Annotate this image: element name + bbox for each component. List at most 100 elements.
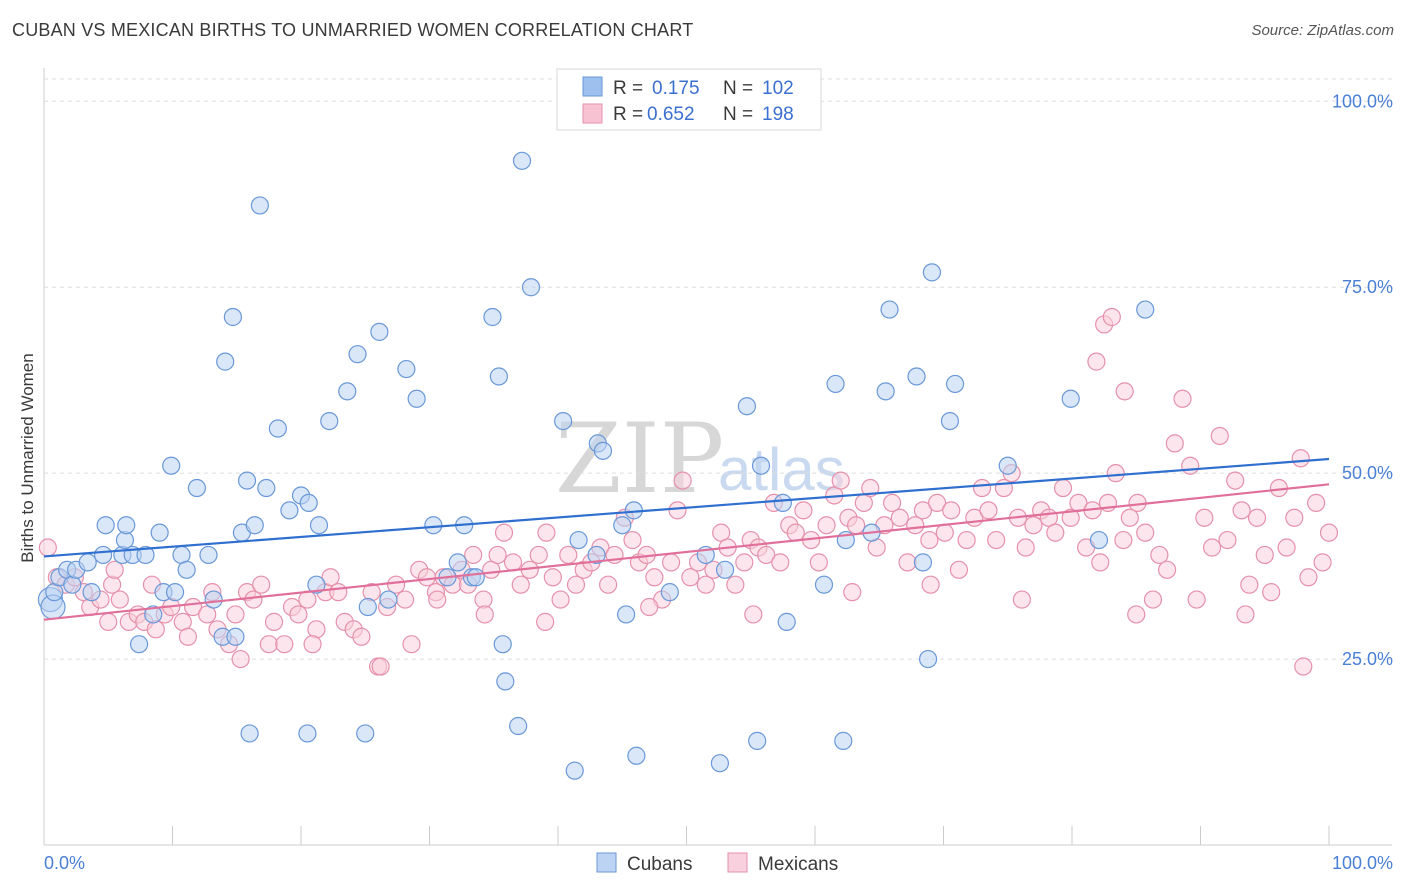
mexicans-points bbox=[38, 307, 1339, 676]
mexicans-point bbox=[551, 590, 570, 609]
mexicans-point bbox=[1012, 590, 1031, 609]
mexicans-point bbox=[1136, 523, 1155, 542]
cubans-point bbox=[617, 605, 636, 624]
legend-swatch-mexicans bbox=[582, 103, 603, 124]
cubans-point bbox=[250, 196, 269, 215]
cubans-point bbox=[907, 367, 926, 386]
mexicans-point bbox=[957, 530, 976, 550]
mexicans-point bbox=[511, 575, 530, 594]
cubans-point bbox=[237, 471, 257, 490]
cubans-point bbox=[407, 389, 426, 408]
mexicans-point bbox=[817, 516, 836, 535]
mexicans-point bbox=[178, 627, 198, 646]
cubans-point bbox=[424, 516, 443, 535]
mexicans-point bbox=[935, 523, 954, 542]
mexicans-point bbox=[1046, 523, 1065, 542]
mexicans-point bbox=[1236, 605, 1255, 624]
cubans-point bbox=[338, 382, 357, 401]
mexicans-point bbox=[1313, 553, 1332, 572]
mexicans-point bbox=[599, 575, 618, 594]
cubans-point bbox=[226, 627, 245, 646]
series-legend-swatch-mexicans bbox=[727, 852, 748, 873]
cubans-trend-line bbox=[43, 457, 1330, 558]
cubans-point bbox=[448, 553, 467, 572]
cubans-point bbox=[521, 278, 541, 297]
mexicans-point bbox=[1232, 501, 1251, 520]
cubans-point bbox=[358, 597, 377, 617]
mexicans-point bbox=[303, 635, 322, 654]
cubans-point bbox=[1061, 389, 1080, 408]
legend-r-value-mexicans: 0.652 bbox=[647, 104, 695, 125]
cubans-point bbox=[136, 545, 155, 565]
cubans-point bbox=[144, 605, 163, 624]
cubans-point bbox=[922, 263, 942, 282]
cubans-point bbox=[613, 516, 632, 535]
legend-n-value-mexicans: 198 bbox=[762, 104, 794, 125]
mexicans-point bbox=[987, 530, 1006, 550]
series-legend-label-mexicans: Mexicans bbox=[758, 854, 838, 875]
cubans-point bbox=[913, 553, 933, 572]
mexicans-point bbox=[942, 501, 961, 520]
mexicans-point bbox=[537, 523, 556, 542]
mexicans-point bbox=[307, 620, 326, 639]
mexicans-point bbox=[1181, 456, 1200, 475]
mexicans-point bbox=[861, 478, 880, 498]
mexicans-point bbox=[386, 575, 406, 594]
cubans-point bbox=[876, 382, 895, 401]
cubans-point bbox=[299, 493, 318, 513]
mexicans-point bbox=[1187, 590, 1206, 609]
cubans-point bbox=[715, 560, 735, 579]
mexicans-point bbox=[494, 523, 514, 542]
mexicans-point bbox=[972, 478, 992, 498]
mexicans-point bbox=[226, 605, 245, 624]
mexicans-point bbox=[1307, 493, 1326, 513]
mexicans-point bbox=[1127, 605, 1146, 624]
mexicans-point bbox=[1114, 530, 1133, 550]
cubans-point bbox=[565, 761, 584, 780]
mexicans-point bbox=[289, 605, 308, 624]
mexicans-point bbox=[809, 553, 828, 572]
mexicans-point bbox=[847, 516, 866, 535]
mexicans-point bbox=[1277, 538, 1296, 557]
mexicans-point bbox=[1016, 538, 1035, 557]
mexicans-point bbox=[1173, 389, 1192, 408]
cubans-point bbox=[945, 374, 965, 394]
mexicans-point bbox=[1247, 508, 1267, 527]
cubans-point bbox=[82, 583, 101, 602]
cubans-point bbox=[593, 441, 613, 460]
cubans-point bbox=[998, 456, 1017, 475]
cubans-point bbox=[356, 724, 375, 743]
mexicans-point bbox=[771, 553, 790, 572]
mexicans-point bbox=[146, 620, 165, 639]
mexicans-point bbox=[1299, 568, 1318, 587]
mexicans-trend-line bbox=[43, 483, 1330, 621]
cubans-point bbox=[918, 649, 938, 669]
cubans-point bbox=[78, 553, 97, 572]
cubans-point bbox=[569, 530, 588, 550]
mexicans-point bbox=[321, 568, 340, 587]
mexicans-point bbox=[259, 635, 278, 654]
mexicans-point bbox=[913, 501, 933, 520]
mexicans-point bbox=[417, 568, 437, 587]
cubans-point bbox=[165, 583, 185, 602]
y-tick-label: 25.0% bbox=[1342, 649, 1393, 669]
watermark-atlas: atlas bbox=[718, 436, 845, 503]
mexicans-point bbox=[1285, 508, 1304, 527]
mexicans-point bbox=[559, 545, 578, 565]
cubans-point bbox=[940, 411, 960, 431]
cubans-point bbox=[150, 523, 169, 542]
cubans-point bbox=[129, 635, 149, 654]
cubans-point bbox=[710, 754, 730, 773]
mexicans-point bbox=[428, 590, 447, 609]
cubans-point bbox=[512, 151, 532, 170]
cubans-point bbox=[1089, 530, 1109, 550]
mexicans-point bbox=[786, 523, 805, 542]
mexicans-point bbox=[1091, 553, 1110, 572]
mexicans-point bbox=[640, 597, 659, 617]
mexicans-point bbox=[1106, 464, 1125, 483]
cubans-point bbox=[187, 478, 207, 498]
cubans-point bbox=[1136, 300, 1155, 319]
series-legend-label-cubans: Cubans bbox=[627, 854, 693, 875]
mexicans-point bbox=[927, 493, 947, 513]
